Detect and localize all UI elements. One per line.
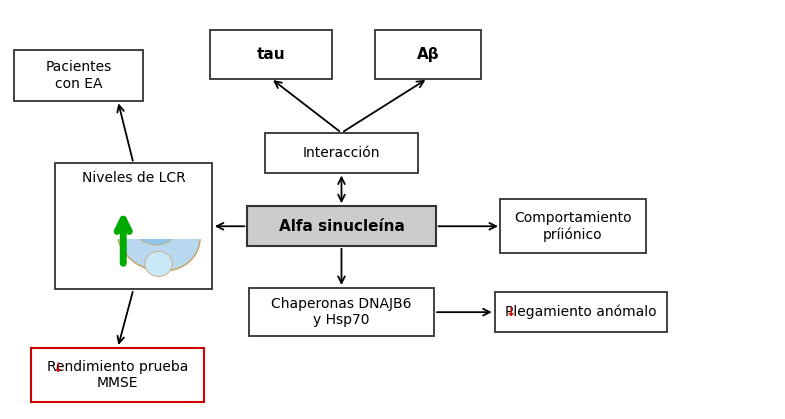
FancyBboxPatch shape	[55, 163, 212, 289]
FancyBboxPatch shape	[495, 292, 667, 332]
Text: Alfa sinucleína: Alfa sinucleína	[279, 219, 404, 234]
Text: Comportamiento
príiónico: Comportamiento príiónico	[514, 211, 632, 242]
Text: Chaperonas DNAJB6
y Hsp70: Chaperonas DNAJB6 y Hsp70	[272, 297, 411, 327]
Text: Aβ: Aβ	[417, 47, 439, 62]
Text: Rendimiento prueba
MMSE: Rendimiento prueba MMSE	[47, 360, 188, 390]
FancyBboxPatch shape	[500, 199, 645, 253]
Text: ↓: ↓	[53, 362, 63, 375]
Text: Interacción: Interacción	[303, 146, 380, 160]
FancyBboxPatch shape	[210, 31, 331, 79]
FancyBboxPatch shape	[57, 193, 210, 239]
Ellipse shape	[144, 251, 173, 277]
Text: ↓: ↓	[506, 305, 516, 319]
FancyBboxPatch shape	[250, 288, 433, 336]
Text: tau: tau	[257, 47, 285, 62]
Text: Pacientes
con EA: Pacientes con EA	[46, 60, 111, 91]
Ellipse shape	[117, 198, 200, 271]
FancyBboxPatch shape	[31, 348, 204, 402]
FancyBboxPatch shape	[375, 31, 480, 79]
Ellipse shape	[133, 207, 177, 245]
Text: Niveles de LCR: Niveles de LCR	[82, 219, 185, 233]
Text: Plegamiento anómalo: Plegamiento anómalo	[505, 305, 657, 319]
FancyBboxPatch shape	[265, 133, 418, 173]
FancyBboxPatch shape	[247, 206, 436, 246]
FancyBboxPatch shape	[14, 50, 143, 101]
Text: Niveles de LCR: Niveles de LCR	[82, 171, 185, 185]
